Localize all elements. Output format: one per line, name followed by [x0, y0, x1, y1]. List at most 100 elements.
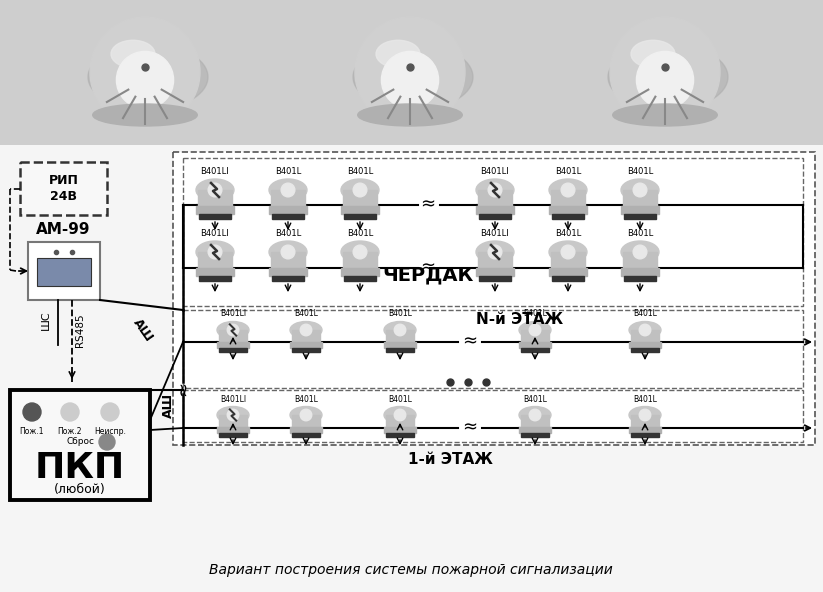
Text: B401L: B401L	[523, 394, 547, 404]
Bar	[199, 214, 231, 219]
Text: Вариант построения системы пожарной сигнализации: Вариант построения системы пожарной сигн…	[209, 563, 613, 577]
Text: B401L: B401L	[346, 167, 373, 176]
Bar	[631, 348, 658, 352]
Text: B401L: B401L	[627, 229, 653, 238]
Circle shape	[227, 409, 239, 421]
Circle shape	[227, 324, 239, 336]
Bar	[384, 427, 416, 433]
Circle shape	[639, 409, 651, 421]
Ellipse shape	[341, 179, 379, 201]
Bar	[198, 252, 232, 270]
Text: B401L: B401L	[555, 229, 581, 238]
Bar	[624, 276, 656, 281]
Circle shape	[394, 324, 406, 336]
Text: ≈: ≈	[463, 418, 477, 436]
Ellipse shape	[93, 104, 198, 126]
Text: B401L: B401L	[523, 310, 547, 318]
Text: B401LI: B401LI	[220, 310, 246, 318]
Circle shape	[208, 183, 222, 197]
Text: Сброс: Сброс	[67, 437, 95, 446]
Text: B401L: B401L	[346, 229, 373, 238]
Ellipse shape	[608, 44, 728, 110]
Bar	[292, 433, 319, 437]
Bar	[387, 348, 414, 352]
Bar	[219, 415, 247, 429]
Bar	[344, 276, 376, 281]
Bar	[196, 268, 234, 276]
Circle shape	[639, 324, 651, 336]
Bar	[386, 330, 414, 344]
Ellipse shape	[549, 179, 587, 201]
Ellipse shape	[384, 321, 416, 339]
Ellipse shape	[290, 407, 322, 423]
Text: B401LI: B401LI	[220, 394, 246, 404]
Ellipse shape	[353, 44, 473, 110]
Bar	[173, 152, 815, 445]
Text: B401LI: B401LI	[481, 167, 509, 176]
Text: B401LI: B401LI	[201, 229, 230, 238]
Text: АШ: АШ	[162, 392, 175, 417]
Circle shape	[23, 403, 41, 421]
Text: B401L: B401L	[294, 394, 318, 404]
Ellipse shape	[269, 179, 307, 201]
Bar	[387, 433, 414, 437]
Bar	[552, 214, 584, 219]
Circle shape	[488, 245, 502, 259]
Bar	[183, 390, 803, 442]
Circle shape	[529, 324, 541, 336]
Text: B401L: B401L	[294, 310, 318, 318]
Bar	[271, 190, 305, 208]
Text: ЧЕРДАК: ЧЕРДАК	[383, 265, 474, 285]
Circle shape	[633, 245, 647, 259]
Ellipse shape	[217, 407, 249, 423]
Circle shape	[101, 403, 119, 421]
Circle shape	[300, 409, 312, 421]
Ellipse shape	[621, 241, 659, 263]
Bar	[20, 162, 107, 215]
Ellipse shape	[376, 40, 420, 67]
Bar	[269, 206, 307, 214]
Bar	[549, 206, 587, 214]
Circle shape	[116, 52, 174, 108]
Circle shape	[529, 409, 541, 421]
Circle shape	[381, 52, 439, 108]
Bar	[519, 342, 551, 348]
Bar	[478, 190, 512, 208]
Circle shape	[281, 245, 295, 259]
Circle shape	[300, 324, 312, 336]
Bar	[631, 330, 659, 344]
Text: B401L: B401L	[555, 167, 581, 176]
Ellipse shape	[549, 241, 587, 263]
Bar	[0, 0, 823, 145]
Text: N-й ЭТАЖ: N-й ЭТАЖ	[477, 313, 564, 327]
Bar	[271, 252, 305, 270]
Circle shape	[636, 52, 694, 108]
Ellipse shape	[519, 407, 551, 423]
Text: Неиспр.: Неиспр.	[94, 427, 126, 436]
Bar	[631, 433, 658, 437]
Ellipse shape	[88, 44, 208, 110]
Bar	[521, 415, 549, 429]
Ellipse shape	[629, 407, 661, 423]
Bar	[219, 330, 247, 344]
Bar	[624, 214, 656, 219]
Circle shape	[561, 183, 574, 197]
Bar	[292, 348, 319, 352]
Ellipse shape	[629, 321, 661, 339]
Bar	[290, 342, 322, 348]
Bar	[551, 190, 585, 208]
Bar	[522, 433, 549, 437]
Bar	[343, 190, 377, 208]
Text: ≈: ≈	[174, 381, 192, 395]
Bar	[292, 330, 320, 344]
Text: Пож.1: Пож.1	[20, 427, 44, 436]
Ellipse shape	[196, 179, 234, 201]
Bar	[479, 214, 511, 219]
Bar	[521, 330, 549, 344]
Text: 1-й ЭТАЖ: 1-й ЭТАЖ	[407, 452, 492, 468]
Circle shape	[633, 183, 647, 197]
Bar	[623, 252, 657, 270]
Bar	[269, 268, 307, 276]
Bar	[37, 258, 91, 286]
Bar	[290, 427, 322, 433]
